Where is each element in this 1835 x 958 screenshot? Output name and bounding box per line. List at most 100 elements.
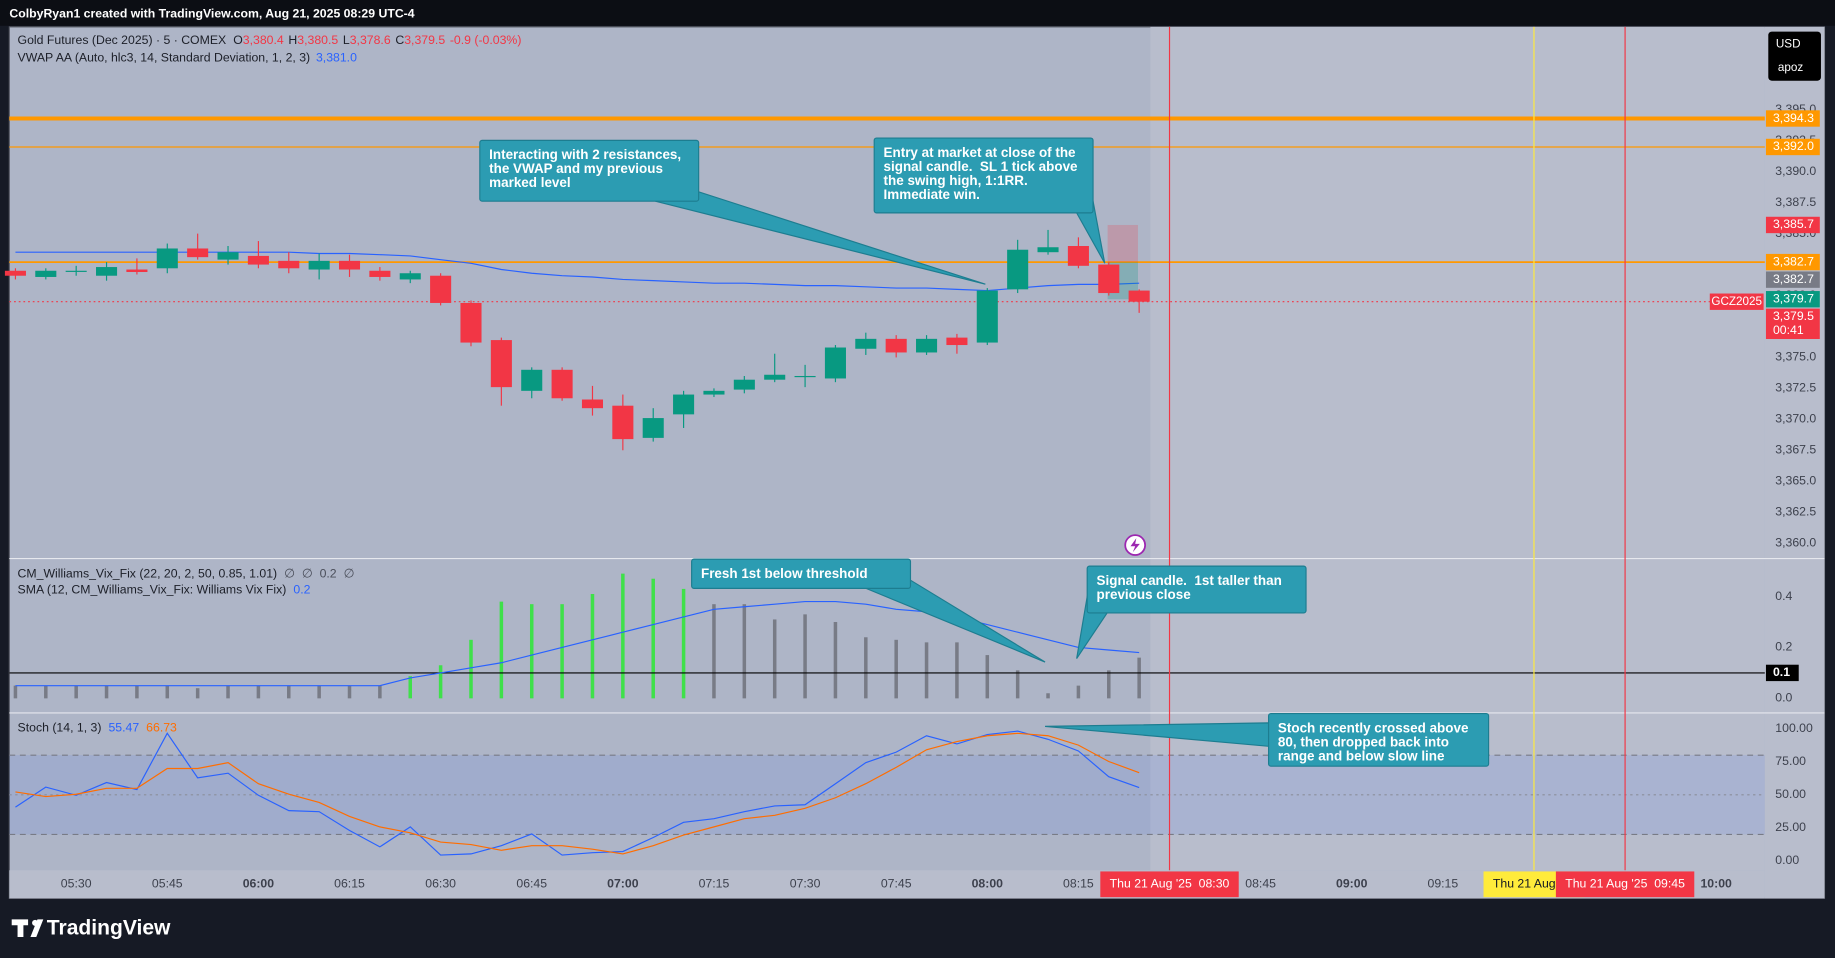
vix-bar xyxy=(347,685,352,699)
currency-code: USD xyxy=(1776,38,1801,51)
brand-logo xyxy=(11,919,44,937)
x-tick-label: 08:00 xyxy=(972,877,1004,891)
indicator-value: ∅ xyxy=(302,567,313,581)
legend-indicator: CM_Williams_Vix_Fix (22, 20, 2, 50, 0.85… xyxy=(18,567,355,581)
stoch-value: 66.73 xyxy=(146,721,177,735)
x-tick-label: 05:45 xyxy=(152,877,183,891)
y-tick-label: 0.2 xyxy=(1775,640,1792,654)
callout-text: Immediate win. xyxy=(884,187,980,202)
candle-body xyxy=(430,275,452,303)
y-tick-label: 3,367.5 xyxy=(1775,443,1816,457)
candle-body xyxy=(187,248,209,258)
price-label-bg xyxy=(1765,216,1820,234)
vix-bar xyxy=(864,637,868,699)
vix-bar xyxy=(1076,685,1081,699)
vix-bar xyxy=(226,685,230,699)
vix-bar xyxy=(681,588,686,699)
x-tick-label: 09:15 xyxy=(1427,877,1458,891)
candle-body xyxy=(946,337,968,346)
top-bar xyxy=(0,0,1835,26)
candle-body xyxy=(733,379,755,390)
vix-bar xyxy=(44,685,48,699)
legend-value: 3,380.5 xyxy=(297,33,338,47)
candle-body xyxy=(1128,290,1150,302)
vix-bar xyxy=(621,573,625,699)
price-label-bg xyxy=(1765,271,1820,288)
vix-bar xyxy=(165,685,170,699)
vix-bar xyxy=(590,593,595,699)
candle-body xyxy=(460,302,482,343)
candle-body xyxy=(217,252,239,260)
time-marker-label: Thu 21 Aug '25 08:30 xyxy=(1110,877,1230,891)
candle-body xyxy=(369,270,391,277)
callout-text: Stoch recently crossed above xyxy=(1278,720,1469,735)
callout-text: Fresh 1st below threshold xyxy=(701,566,868,581)
legend-key: C xyxy=(395,33,404,47)
brand-logo-dot xyxy=(32,919,39,926)
callout-text: the VWAP and my previous xyxy=(489,161,663,176)
candle-body xyxy=(612,405,634,440)
y-tick-label: 100.00 xyxy=(1775,721,1813,735)
vix-bar xyxy=(408,676,413,699)
symbol-label: GCZ2025 xyxy=(1711,295,1762,308)
candle-body xyxy=(764,374,786,380)
y-tick-label: 25.00 xyxy=(1775,820,1806,834)
callout-text: signal candle. SL 1 tick above xyxy=(884,159,1078,174)
legend-change: -0.9 (-0.03%) xyxy=(450,33,522,47)
legend-value: 3,380.4 xyxy=(243,33,284,47)
y-tick-label: 50.00 xyxy=(1775,787,1806,801)
callout-text: previous close xyxy=(1097,587,1192,602)
candle-body xyxy=(1007,249,1029,290)
x-tick-label: 06:30 xyxy=(425,877,456,891)
time-marker-label: Thu 21 Aug '25 xyxy=(1493,877,1575,891)
x-tick-label: 07:15 xyxy=(699,877,730,891)
time-marker-bg xyxy=(1555,871,1695,898)
callout-box xyxy=(873,137,1094,214)
threshold-label: 0.1 xyxy=(1773,665,1790,679)
legend-stoch: Stoch (14, 1, 3) 55.47 66.73 xyxy=(18,721,178,735)
vix-bar xyxy=(985,655,990,699)
price-label: 3,379.5 xyxy=(1773,309,1814,323)
brand-name: TradingView xyxy=(47,916,171,939)
candle-body xyxy=(96,267,118,276)
threshold-label-bg xyxy=(1765,664,1799,682)
candle-body xyxy=(490,340,512,388)
candle-body xyxy=(278,260,300,269)
y-tick-label: 75.00 xyxy=(1775,754,1806,768)
vix-bar xyxy=(742,604,747,699)
price-scale xyxy=(1764,26,1825,899)
x-tick-label: 06:45 xyxy=(516,877,547,891)
vix-bar xyxy=(1046,693,1050,699)
x-tick-label: 08:45 xyxy=(1245,877,1276,891)
candle-body xyxy=(703,390,725,395)
vix-bar xyxy=(438,665,443,699)
overlay-value: 3,381.0 xyxy=(316,51,357,65)
indicator-name: SMA (12, CM_Williams_Vix_Fix: Williams V… xyxy=(18,583,287,597)
candle-body xyxy=(4,270,26,276)
price-label-bg xyxy=(1765,308,1820,340)
candle-body xyxy=(521,369,543,391)
indicator-value: 0.2 xyxy=(320,567,337,581)
y-tick-label: 3,375.0 xyxy=(1775,350,1816,364)
price-label: 3,392.0 xyxy=(1773,139,1814,153)
indicator-value: ∅ xyxy=(344,567,355,581)
candle-body xyxy=(1098,264,1120,294)
callout-text: marked level xyxy=(489,175,570,190)
stoch-line xyxy=(15,732,1140,855)
candle-body xyxy=(1067,246,1089,266)
currency-box[interactable] xyxy=(1768,31,1821,81)
y-tick-label: 3,365.0 xyxy=(1775,473,1816,487)
vix-bar xyxy=(378,685,382,699)
y-tick-label: 3,372.5 xyxy=(1775,381,1816,395)
price-label: 3,379.7 xyxy=(1773,291,1814,305)
candle-body xyxy=(247,255,269,265)
vix-bar xyxy=(529,604,534,699)
candle-body xyxy=(399,273,421,280)
overlay-name: VWAP AA (Auto, hlc3, 14, Standard Deviat… xyxy=(18,51,311,65)
y-tick-label: 0.0 xyxy=(1775,691,1792,705)
legend-key: H xyxy=(288,33,297,47)
callout-box xyxy=(479,139,700,202)
vix-bar xyxy=(287,685,291,699)
vix-bar xyxy=(1137,657,1141,699)
